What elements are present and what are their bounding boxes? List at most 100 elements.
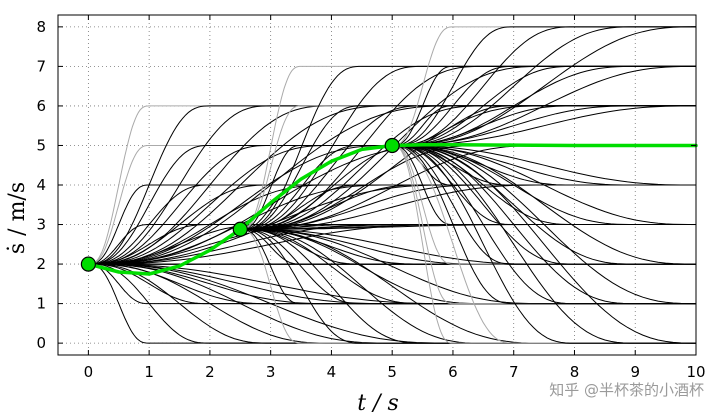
x-tick-label: 9 <box>630 363 640 381</box>
candidate-curve <box>240 184 696 230</box>
candidate-curve <box>240 65 696 230</box>
candidate-curve <box>392 65 696 146</box>
candidate-curve <box>392 145 696 265</box>
candidate-curve <box>240 105 696 230</box>
x-axis-label: t / s <box>357 391 399 416</box>
candidate-curve <box>88 105 696 265</box>
candidate-curve <box>392 145 696 344</box>
candidate-curve <box>392 26 696 146</box>
x-tick-label: 4 <box>327 363 337 381</box>
selected-trajectory-layer <box>86 142 698 276</box>
x-tick-labels: 0 1 2 3 4 5 6 7 8 9 10 <box>84 363 706 381</box>
candidate-curve <box>240 105 696 230</box>
candidate-curve <box>392 145 696 265</box>
x-tick-label: 6 <box>448 363 458 381</box>
candidate-curve <box>88 145 696 265</box>
candidate-curve <box>392 145 696 344</box>
ticks <box>58 15 697 355</box>
x-tick-label: 5 <box>387 363 397 381</box>
candidate-curve <box>88 224 696 265</box>
candidate-curve <box>88 105 696 265</box>
candidate-curve <box>392 145 696 344</box>
candidate-curve <box>88 105 696 265</box>
y-tick-label: 5 <box>36 136 46 154</box>
candidate-curve <box>392 145 696 305</box>
y-tick-labels: 0 1 2 3 4 5 6 7 8 <box>36 18 46 352</box>
candidate-curve <box>88 145 696 265</box>
waypoint-marker <box>232 221 248 237</box>
waypoints <box>80 137 400 272</box>
waypoint-marker <box>80 256 96 272</box>
candidate-curve <box>240 228 696 344</box>
candidate-curve <box>240 228 696 265</box>
candidate-curve <box>392 145 696 265</box>
y-tick-label: 1 <box>36 295 46 313</box>
candidate-curve <box>392 65 696 146</box>
candidate-curve <box>88 263 696 344</box>
candidate-curve <box>240 105 696 230</box>
candidate-curve <box>392 145 696 305</box>
x-tick-label: 7 <box>509 363 519 381</box>
candidate-curve <box>88 105 696 265</box>
y-axis-label: ṡ / m/s <box>5 182 30 254</box>
candidate-curve <box>240 228 696 344</box>
candidate-curve <box>392 145 696 344</box>
x-tick-label: 2 <box>205 363 215 381</box>
y-tick-label: 4 <box>36 176 46 194</box>
candidate-curve <box>88 145 696 265</box>
candidate-curve <box>88 263 696 344</box>
candidate-curve <box>88 145 696 265</box>
y-tick-label: 0 <box>36 334 46 352</box>
candidate-curve <box>240 228 696 265</box>
y-tick-label: 6 <box>36 97 46 115</box>
candidate-curve <box>392 26 696 146</box>
candidate-curve <box>392 145 696 225</box>
candidate-curve <box>240 228 696 305</box>
candidate-curve <box>88 105 696 265</box>
y-tick-label: 7 <box>36 57 46 75</box>
candidate-curve <box>392 26 696 146</box>
y-tick-label: 2 <box>36 255 46 273</box>
candidate-curve <box>240 228 696 344</box>
candidate-curve <box>392 145 696 305</box>
candidate-curve <box>392 145 696 186</box>
candidate-curve <box>240 105 696 230</box>
candidate-curve <box>240 228 696 344</box>
candidate-curve <box>240 65 696 230</box>
candidate-curve <box>88 184 696 265</box>
candidate-curve <box>240 105 696 230</box>
candidate-curve <box>88 263 696 344</box>
candidate-curve <box>240 65 696 230</box>
candidate-curve <box>392 145 696 344</box>
x-tick-label: 1 <box>144 363 154 381</box>
candidate-curve <box>392 145 696 305</box>
waypoint-marker <box>384 137 400 154</box>
candidate-curve <box>392 65 696 146</box>
y-tick-label: 3 <box>36 216 46 234</box>
candidate-curve <box>392 26 696 146</box>
candidate-curve <box>240 65 696 230</box>
candidate-curve <box>240 145 696 230</box>
x-tick-label: 8 <box>570 363 580 381</box>
candidate-curve <box>240 145 696 230</box>
candidate-curve <box>240 228 696 305</box>
x-tick-label: 0 <box>84 363 94 381</box>
candidate-curve <box>392 145 696 265</box>
candidate-curve <box>392 65 696 146</box>
candidate-curve <box>88 105 696 265</box>
candidate-curve <box>88 263 696 305</box>
candidate-curve <box>392 145 696 305</box>
candidate-curve <box>88 184 696 265</box>
selected-trajectory-line <box>86 142 698 276</box>
watermark: 知乎 @半杯茶的小酒杯 <box>549 381 704 399</box>
candidate-curve <box>392 26 696 146</box>
candidate-curve <box>240 228 696 305</box>
candidate-trajectories <box>88 26 696 344</box>
candidate-curve <box>88 145 696 265</box>
x-tick-label: 10 <box>686 363 705 381</box>
candidate-curve <box>392 145 696 225</box>
candidate-curve <box>392 145 696 225</box>
y-tick-label: 8 <box>36 18 46 36</box>
candidate-curve <box>240 145 696 230</box>
